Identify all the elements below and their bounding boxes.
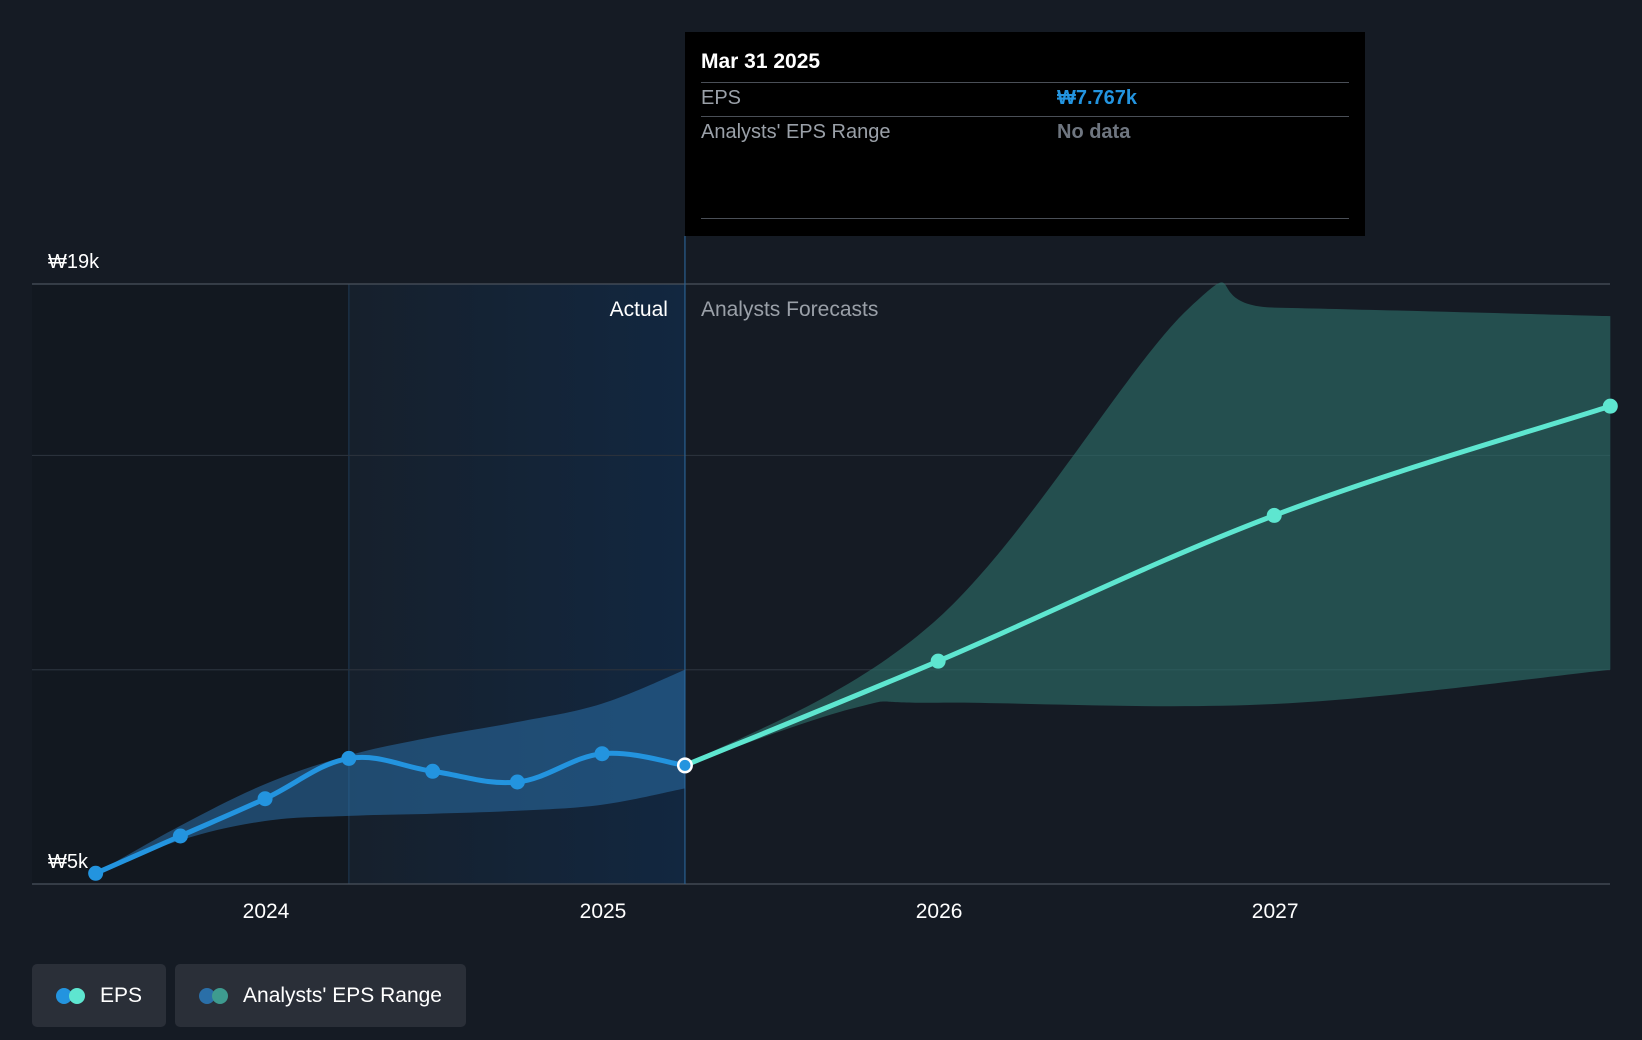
y-axis-label-min: ₩5k (48, 851, 89, 873)
eps-range-area-forecast (684, 282, 1611, 766)
tooltip-divider (701, 82, 1349, 83)
legend-swatch-eps-range (199, 987, 229, 1004)
eps-point (341, 750, 357, 766)
eps-point (594, 746, 610, 762)
tooltip-eps-value: ₩7.767k (1057, 87, 1138, 109)
eps-line-actual (93, 750, 688, 876)
y-axis-label-max: ₩19k (48, 251, 100, 273)
legend-label-eps-range: Analysts' EPS Range (243, 983, 442, 1007)
tooltip-date: Mar 31 2025 (701, 50, 821, 73)
actual-region-label: Actual (610, 298, 668, 321)
eps-forecast-point (930, 653, 946, 669)
tooltip-range-label: Analysts' EPS Range (701, 121, 891, 143)
tooltip-divider (701, 116, 1349, 117)
tooltip: Mar 31 2025 EPS ₩7.767k Analysts' EPS Ra… (685, 32, 1365, 236)
tooltip-range-value: No data (1057, 121, 1131, 143)
eps-highlight-point (679, 759, 691, 771)
legend-item-eps-range[interactable]: Analysts' EPS Range (175, 964, 466, 1027)
x-axis-tick-label: 2027 (1252, 900, 1299, 923)
x-axis-tick-label: 2024 (243, 900, 290, 923)
eps-forecast-point (1602, 398, 1618, 414)
eps-range-area-actual (95, 669, 685, 874)
legend-item-eps[interactable]: EPS (32, 964, 167, 1027)
eps-forecast-point (1266, 507, 1282, 523)
eps-point (88, 865, 104, 881)
legend-label-eps: EPS (100, 983, 143, 1007)
tooltip-eps-label: EPS (701, 87, 742, 109)
x-axis-tick-label: 2025 (580, 900, 627, 923)
eps-point (509, 774, 525, 790)
eps-point (425, 763, 441, 779)
eps-point (172, 828, 188, 844)
legend-swatch-eps (56, 987, 86, 1004)
tooltip-divider (701, 218, 1349, 219)
eps-point (257, 791, 273, 807)
forecast-region-label: Analysts Forecasts (701, 298, 878, 321)
eps-line-forecast (682, 403, 1613, 768)
x-axis-tick-label: 2026 (916, 900, 963, 923)
legend: EPS Analysts' EPS Range (32, 964, 466, 1027)
